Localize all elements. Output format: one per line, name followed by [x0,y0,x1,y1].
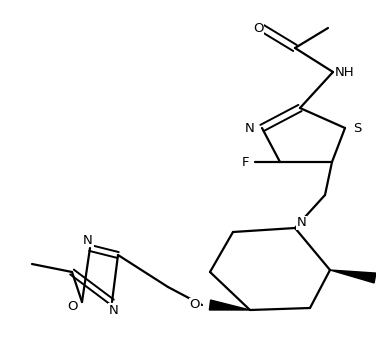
Text: O: O [253,22,263,34]
Text: O: O [190,299,200,312]
Text: N: N [244,121,254,135]
Text: N: N [109,303,119,316]
Text: S: S [353,121,361,135]
Text: N: N [83,234,93,247]
Text: F: F [241,155,249,169]
Polygon shape [209,300,250,310]
Text: O: O [67,300,77,312]
Polygon shape [330,270,376,283]
Text: NH: NH [335,65,355,78]
Text: N: N [297,216,307,229]
